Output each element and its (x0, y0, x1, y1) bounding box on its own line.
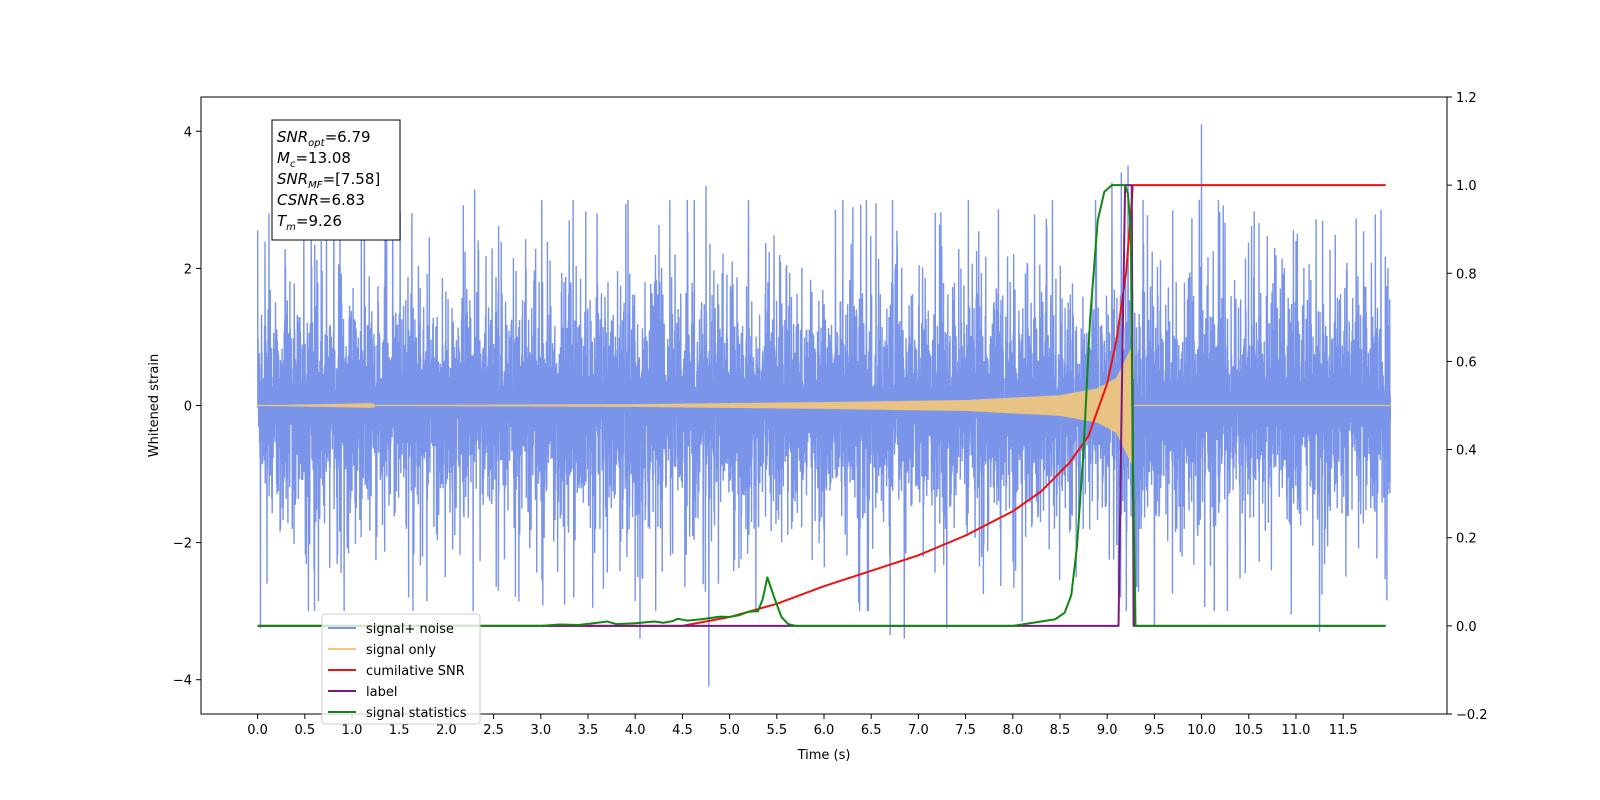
x-tick-label: 5.5 (766, 723, 787, 738)
y-right-axis-ticks: −0.2 0.0 0.2 0.4 0.6 0.8 1.0 1.2 (1447, 91, 1488, 723)
y-left-tick-label: −2 (173, 537, 192, 552)
annotation-symbol: M (277, 149, 290, 167)
x-tick-label: 2.0 (436, 723, 457, 738)
y-left-tick-label: 0 (184, 400, 192, 415)
x-tick-label: 4.0 (625, 723, 646, 738)
annotation-symbol: CSNR (277, 191, 319, 209)
x-axis-ticks: 0.0 0.5 1.0 1.5 2.0 2.5 3.0 3.5 4.0 4.5 5.0 5.5 6.0 6… (247, 714, 1358, 738)
x-tick-label: 6.0 (814, 723, 835, 738)
legend-entry-label: cumilative SNR (366, 664, 465, 679)
signal-only-series (257, 348, 1391, 464)
annotation-subscript: opt (308, 138, 325, 149)
annotation-line: SNRMF=[7.58] (277, 170, 380, 191)
y-right-tick-label: 0.0 (1456, 620, 1477, 635)
x-tick-label: 4.5 (672, 723, 693, 738)
x-axis-label: Time (s) (797, 748, 851, 763)
annotation-line: CSNR=6.83 (277, 191, 365, 209)
annotation-value: =6.83 (319, 191, 365, 209)
stats-annotation: SNRopt=6.79Mc=13.08SNRMF=[7.58]CSNR=6.83… (271, 119, 401, 241)
y-left-tick-label: −4 (173, 674, 192, 689)
y-left-tick-label: 4 (184, 125, 192, 140)
x-tick-label: 2.5 (483, 723, 504, 738)
y-right-tick-label: 0.8 (1456, 267, 1477, 282)
right-axis-series (257, 184, 1386, 627)
annotation-line: Mc=13.08 (277, 149, 351, 170)
annotation-frame (271, 119, 401, 241)
x-tick-label: 6.5 (861, 723, 882, 738)
annotation-line: SNRopt=6.79 (277, 128, 371, 149)
signal-statistics-line (257, 184, 1386, 627)
x-tick-label: 5.0 (719, 723, 740, 738)
x-tick-label: 8.5 (1050, 723, 1071, 738)
legend: signal+ noise signal only cumilative SNR la… (321, 613, 481, 725)
annotation-symbol: SNR (277, 170, 308, 188)
legend-frame (321, 613, 481, 725)
cumilative-snr-line (257, 184, 1386, 627)
legend-entry-label: signal+ noise (366, 622, 454, 637)
x-tick-label: 1.5 (389, 723, 410, 738)
x-tick-label: 0.5 (294, 723, 315, 738)
x-tick-label: 3.0 (530, 723, 551, 738)
y-right-tick-label: 0.6 (1456, 355, 1477, 370)
legend-entry-label: label (366, 685, 397, 700)
y-left-axis-ticks: −4 −2 0 2 4 (173, 125, 201, 689)
annotation-value: =6.79 (325, 128, 371, 146)
x-tick-label: 0.0 (247, 723, 268, 738)
annotation-subscript: MF (308, 180, 323, 191)
signal-noise-series (256, 124, 1392, 687)
y-right-tick-label: 0.4 (1456, 444, 1477, 459)
x-tick-label: 9.5 (1144, 723, 1165, 738)
annotation-value: =13.08 (295, 149, 351, 167)
y-axis-label: Whitened strain (147, 354, 162, 457)
x-tick-label: 1.0 (342, 723, 363, 738)
y-right-tick-label: 0.2 (1456, 532, 1477, 547)
x-tick-label: 3.5 (578, 723, 599, 738)
x-tick-label: 9.0 (1097, 723, 1118, 738)
annotation-line: Tm=9.26 (277, 212, 342, 233)
annotation-symbol: T (277, 212, 288, 230)
signal-only-line (257, 348, 1391, 464)
x-tick-label: 8.0 (1002, 723, 1023, 738)
x-tick-label: 7.5 (955, 723, 976, 738)
y-left-tick-label: 2 (184, 262, 192, 277)
y-right-tick-label: −0.2 (1456, 708, 1488, 723)
annotation-value: =[7.58] (323, 170, 381, 188)
x-tick-label: 11.0 (1281, 723, 1310, 738)
y-right-tick-label: 1.0 (1456, 179, 1477, 194)
x-tick-label: 11.5 (1329, 723, 1358, 738)
annotation-subscript: m (286, 222, 296, 233)
signal-noise-line (256, 124, 1392, 687)
annotation-subscript: c (290, 159, 296, 170)
legend-entry-label: signal only (366, 643, 436, 658)
x-tick-label: 10.5 (1234, 723, 1263, 738)
legend-entry-label: signal statistics (366, 706, 467, 721)
x-tick-label: 7.0 (908, 723, 929, 738)
y-right-tick-label: 1.2 (1456, 91, 1477, 106)
annotation-value: =9.26 (296, 212, 342, 230)
annotation-symbol: SNR (277, 128, 308, 146)
x-tick-label: 10.0 (1187, 723, 1216, 738)
